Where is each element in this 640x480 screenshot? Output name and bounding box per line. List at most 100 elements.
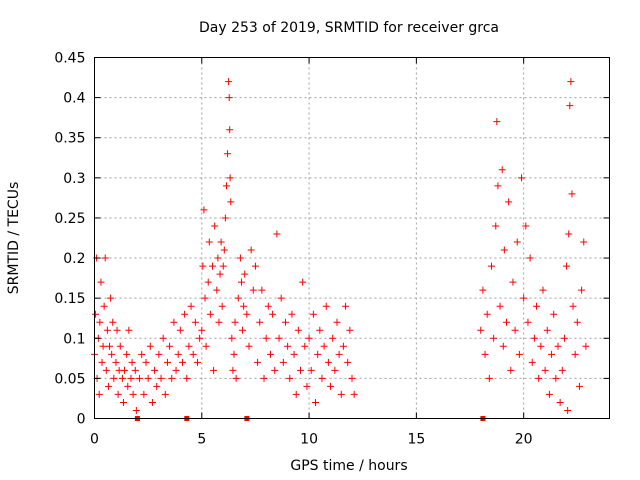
x-axis-label: GPS time / hours [290, 458, 407, 474]
data-point [322, 302, 330, 310]
data-point [264, 302, 272, 310]
data-point [129, 390, 137, 398]
data-point [314, 350, 322, 358]
x-tick-labels: 0 5 10 15 20 [90, 432, 533, 448]
data-point [550, 310, 558, 318]
data-point [515, 350, 523, 358]
data-point [545, 390, 553, 398]
data-point [226, 126, 234, 134]
data-point [303, 382, 311, 390]
data-point [108, 350, 116, 358]
data-point [109, 318, 117, 326]
data-point [571, 350, 579, 358]
data-point [189, 350, 197, 358]
data-point [249, 286, 257, 294]
y-tick-label: 0.1 [63, 331, 85, 347]
data-point [116, 342, 124, 350]
data-point [107, 294, 115, 302]
data-point [485, 374, 493, 382]
axis-ticks [94, 57, 610, 419]
data-point [239, 326, 247, 334]
data-point [219, 262, 227, 270]
x-tick-label: 20 [515, 432, 533, 448]
data-point [127, 374, 135, 382]
data-point [217, 238, 225, 246]
data-point [505, 198, 513, 206]
data-point [131, 366, 139, 374]
data-point [221, 214, 229, 222]
x-tick-label: 10 [300, 432, 318, 448]
data-point [569, 302, 577, 310]
data-point [524, 318, 532, 326]
data-point [234, 294, 242, 302]
data-point [548, 350, 556, 358]
data-point [273, 230, 281, 238]
data-point [565, 230, 573, 238]
data-point [159, 334, 167, 342]
data-point [288, 310, 296, 318]
data-point [199, 262, 207, 270]
data-point [227, 198, 235, 206]
data-point [297, 366, 304, 374]
data-point [102, 366, 110, 374]
data-point [335, 350, 343, 358]
data-point [344, 358, 352, 366]
data-point [286, 374, 294, 382]
data-point [136, 374, 144, 382]
data-point [185, 342, 193, 350]
data-point [132, 406, 140, 414]
data-points [91, 78, 590, 414]
data-point [479, 286, 487, 294]
data-point [222, 182, 230, 190]
data-point [520, 294, 528, 302]
data-point [218, 302, 226, 310]
chart-title: Day 253 of 2019, SRMTID for receiver grc… [199, 20, 499, 36]
data-point [231, 318, 239, 326]
data-point [258, 286, 266, 294]
data-point [123, 350, 131, 358]
data-point [214, 254, 222, 262]
data-point [329, 334, 337, 342]
data-point [196, 334, 204, 342]
data-point [493, 118, 501, 126]
data-point [230, 350, 238, 358]
data-point [318, 374, 326, 382]
data-point [496, 302, 504, 310]
y-tick-label: 0.4 [63, 91, 85, 107]
data-point [262, 334, 270, 342]
data-point [103, 326, 111, 334]
data-point [503, 318, 510, 326]
y-axis-label: SRMTID / TECUs [6, 182, 22, 295]
data-point [181, 310, 189, 318]
data-point [216, 270, 224, 278]
data-point [187, 302, 195, 310]
data-point [333, 318, 341, 326]
data-point [92, 310, 100, 318]
data-point [118, 374, 126, 382]
data-point [350, 390, 358, 398]
data-point [307, 366, 315, 374]
data-point [237, 278, 245, 286]
data-point [254, 358, 262, 366]
data-point [228, 334, 236, 342]
data-point [281, 318, 289, 326]
data-point [580, 238, 588, 246]
data-point [566, 102, 574, 110]
data-point [567, 78, 575, 86]
data-point [220, 246, 228, 254]
data-point [260, 374, 268, 382]
data-point [247, 246, 255, 254]
data-point [292, 390, 300, 398]
data-point [251, 262, 259, 270]
data-point [101, 254, 109, 262]
data-point [215, 318, 223, 326]
data-point [316, 326, 324, 334]
data-point [499, 342, 507, 350]
data-point [509, 278, 517, 286]
data-point [95, 390, 103, 398]
data-point [113, 326, 121, 334]
data-point [96, 318, 104, 326]
data-point [148, 398, 156, 406]
data-point [142, 358, 150, 366]
